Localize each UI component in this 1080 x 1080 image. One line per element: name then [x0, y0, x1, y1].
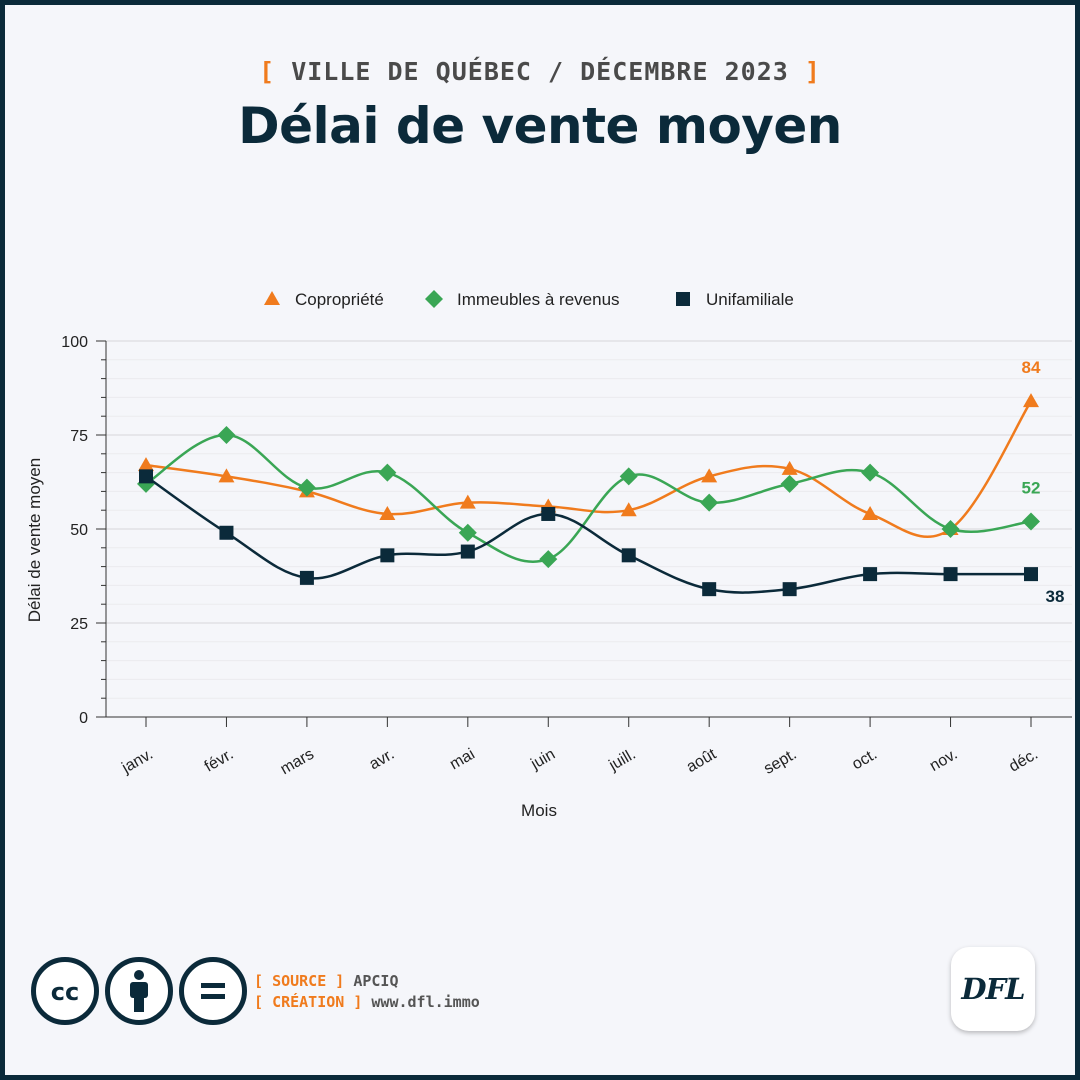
data-point	[943, 567, 958, 582]
legend: Copropriété Immeubles à revenus Unifamilia…	[264, 290, 794, 309]
creation-value: www.dfl.immo	[371, 993, 480, 1011]
data-point	[299, 570, 314, 585]
x-tick-label: févr.	[202, 746, 237, 776]
x-tick-label: août	[684, 745, 720, 776]
x-axis-title: Mois	[521, 801, 557, 820]
data-point	[1024, 567, 1038, 582]
x-tick-label: juill.	[605, 746, 638, 775]
y-tick-label: 75	[70, 428, 88, 445]
y-tick-label: 0	[79, 710, 88, 727]
dfl-logo: DFL	[951, 947, 1035, 1031]
data-point	[218, 468, 235, 483]
end-data-label: 84	[1022, 358, 1041, 377]
data-point	[539, 550, 558, 569]
x-tick-label: janv.	[118, 746, 156, 778]
svg-text:cc: cc	[51, 978, 79, 1006]
x-tick-label: mai	[447, 746, 478, 774]
data-point	[862, 505, 879, 520]
data-point	[863, 567, 878, 582]
data-point	[781, 460, 798, 475]
data-point	[459, 494, 476, 509]
data-point	[1022, 512, 1040, 531]
no-derivatives-icon	[179, 957, 247, 1025]
data-point	[861, 463, 880, 482]
page-title: Délai de vente moyen	[238, 97, 842, 155]
legend-label: Unifamiliale	[706, 290, 794, 309]
data-point	[138, 457, 154, 472]
data-point	[297, 478, 316, 497]
data-point	[620, 502, 637, 517]
data-point	[380, 548, 395, 563]
data-point	[702, 582, 717, 597]
data-point	[458, 523, 477, 542]
x-tick-label: avr.	[367, 746, 398, 774]
infographic-frame: [ VILLE DE QUÉBEC / DÉCEMBRE 2023 ] Déla…	[5, 5, 1075, 1075]
series-1: 52	[137, 426, 1041, 569]
series-2: 38	[139, 469, 1064, 606]
source-line: [ SOURCE ] APCIQ	[254, 972, 399, 990]
data-point	[217, 426, 236, 444]
legend-marker	[264, 291, 280, 305]
kicker-text: VILLE DE QUÉBEC / DÉCEMBRE 2023	[291, 57, 789, 86]
end-data-label: 52	[1022, 478, 1041, 497]
series-line	[145, 475, 1031, 594]
data-point	[378, 463, 397, 482]
legend-marker	[425, 290, 443, 308]
x-tick-label: sept.	[761, 746, 800, 778]
data-point	[941, 520, 960, 538]
data-point	[780, 474, 799, 493]
x-tick-label: nov.	[927, 746, 961, 775]
attribution-icon	[105, 957, 173, 1025]
y-axis-title: Délai de vente moyen	[25, 458, 44, 622]
legend-label: Immeubles à revenus	[457, 290, 620, 309]
data-point	[460, 544, 475, 559]
legend-label: Copropriété	[295, 290, 384, 309]
cc-icon: cc	[31, 957, 99, 1025]
data-point	[219, 525, 234, 540]
x-tick-label: mars	[278, 746, 317, 779]
data-point	[782, 582, 797, 597]
end-data-label: 38	[1046, 587, 1065, 606]
line-chart: 0 25 50 75 100 janv. févr. mars avr. mai juin juill…	[25, 290, 1072, 820]
data-point	[379, 505, 396, 520]
data-point	[701, 468, 718, 483]
y-tick-label: 50	[70, 522, 88, 539]
data-point	[1023, 393, 1039, 408]
y-tick-label: 25	[70, 616, 88, 633]
logo-text: DFL	[961, 972, 1025, 1006]
creation-line: [ CRÉATION ] www.dfl.immo	[254, 993, 480, 1011]
source-value: APCIQ	[353, 972, 399, 990]
x-tick-label: juin	[527, 746, 558, 774]
data-point	[700, 493, 719, 512]
kicker: [ VILLE DE QUÉBEC / DÉCEMBRE 2023 ]	[259, 57, 821, 86]
x-tick-label: oct.	[849, 746, 880, 774]
data-point	[619, 467, 638, 486]
data-point	[621, 548, 636, 563]
credits: [ SOURCE ] APCIQ [ CRÉATION ] www.dfl.im…	[254, 971, 480, 1013]
data-point	[541, 506, 556, 521]
x-tick-label: déc.	[1006, 746, 1041, 776]
legend-marker	[676, 292, 690, 306]
data-point	[139, 469, 153, 484]
y-tick-label: 100	[61, 334, 88, 351]
